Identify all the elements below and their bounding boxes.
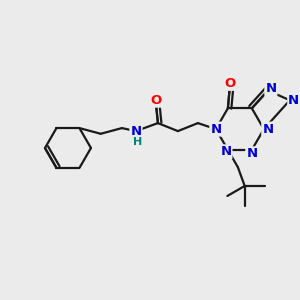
- Text: N: N: [210, 123, 221, 136]
- Text: O: O: [224, 77, 236, 90]
- Text: N: N: [265, 82, 277, 95]
- Text: N: N: [262, 123, 273, 136]
- Text: N: N: [130, 124, 142, 138]
- Text: O: O: [150, 94, 161, 106]
- Text: N: N: [220, 146, 231, 158]
- Text: H: H: [133, 137, 142, 147]
- Text: N: N: [246, 147, 257, 161]
- Text: N: N: [288, 94, 299, 107]
